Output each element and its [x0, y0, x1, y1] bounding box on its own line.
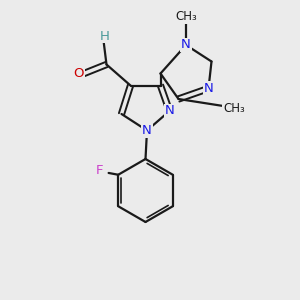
Text: F: F — [96, 164, 103, 177]
Text: N: N — [204, 82, 213, 95]
Text: CH₃: CH₃ — [175, 10, 197, 23]
Text: CH₃: CH₃ — [223, 101, 245, 115]
Text: N: N — [181, 38, 191, 52]
Text: O: O — [73, 67, 84, 80]
Text: H: H — [100, 29, 110, 43]
Text: N: N — [142, 124, 152, 137]
Text: N: N — [165, 104, 174, 118]
